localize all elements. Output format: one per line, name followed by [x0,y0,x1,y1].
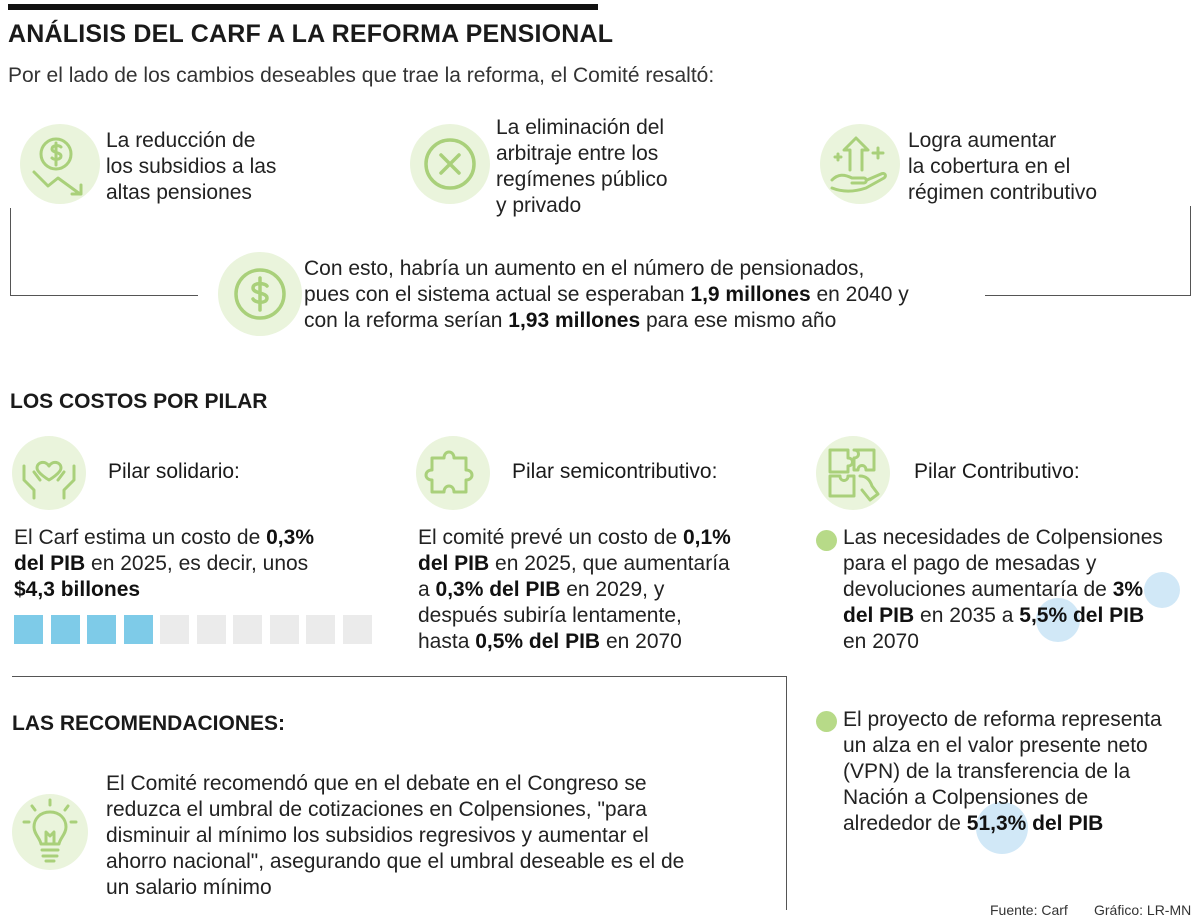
source-credit: Fuente: Carf [990,902,1068,918]
gauge-square-filled [50,615,80,644]
bracket-left-horizontal [10,295,198,296]
dollar-down-icon [20,124,100,204]
puzzle-icon [416,436,490,510]
puzzle-hand-icon [816,436,890,510]
gauge-square-empty [233,615,262,644]
gauge-square-filled [87,615,116,644]
pilar-contributivo-title: Pilar Contributivo: [914,460,1080,483]
pilar-solidario-title: Pilar solidario: [108,460,240,483]
gauge-square-empty [160,615,189,644]
bullet-dot [816,711,837,732]
gauge-square-filled [123,615,153,644]
page-subtitle: Por el lado de los cambios deseables que… [8,64,715,87]
pilar-semicontributivo-text: El comité prevé un costo de 0,1% del PIB… [418,526,731,653]
result-text: Con esto, habría un aumento en el número… [304,257,909,332]
change-eliminacion-arbitraje: La eliminación del arbitraje entre los r… [496,116,668,217]
highlight-circle [1144,572,1180,608]
bracket-right-vertical [1190,206,1191,296]
top-rule [8,4,598,10]
bracket-left-vertical [10,208,11,296]
contributivo-bullet-1: Las necesidades de Colpensiones para el … [843,526,1163,653]
page-title: ANÁLISIS DEL CARF A LA REFORMA PENSIONAL [8,20,614,48]
dollar-coin-icon [218,252,302,336]
bullet-dot [816,530,837,551]
graphic-credit: Gráfico: LR-MN [1094,902,1192,918]
gauge-square-empty [269,615,299,644]
recommendations-top-rule [12,676,787,677]
pilar-semicontributivo-title: Pilar semicontributivo: [512,460,718,483]
pilar-solidario-text: El Carf estima un costo de 0,3% del PIB … [14,526,314,601]
bracket-right-horizontal [985,295,1191,296]
gauge-square-empty [196,615,226,644]
x-circle-icon [410,124,490,204]
gauge-square-empty [306,615,335,644]
highlight-circle [976,802,1028,854]
gauge-square-empty [342,615,372,644]
hands-heart-icon [12,436,86,510]
lightbulb-icon [12,794,88,870]
recommendations-right-rule [786,676,787,910]
contributivo-bullet-2: El proyecto de reforma representa un alz… [843,708,1162,835]
change-aumento-cobertura: Logra aumentar la cobertura en el régime… [908,129,1098,204]
recommendations-text: El Comité recomendó que en el debate en … [106,772,685,899]
hand-growth-icon [820,124,900,204]
recommendations-heading: LAS RECOMENDACIONES: [12,712,286,735]
costs-heading: LOS COSTOS POR PILAR [10,390,268,413]
highlight-circle [1036,598,1080,642]
change-reduccion-subsidios: La reducción de los subsidios a las alta… [106,129,277,204]
gauge-square-filled [14,615,43,644]
